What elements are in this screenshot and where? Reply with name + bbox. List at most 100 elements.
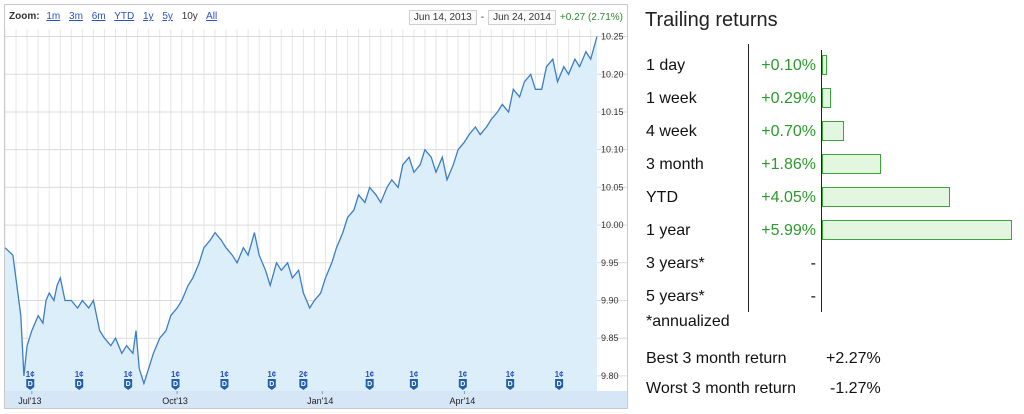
return-bar-ytd (822, 187, 951, 207)
y-tick-label: 9.80 (601, 371, 619, 381)
dividend-amount-label: 1¢ (220, 370, 229, 379)
zoom-all[interactable]: All (206, 11, 218, 22)
dividend-marker-label: D (411, 381, 416, 388)
return-label-1-week: 1 week (646, 90, 697, 107)
dividend-amount-label: 1¢ (124, 370, 133, 379)
return-bar-1-day (822, 55, 827, 75)
dividend-amount-label: 1¢ (506, 370, 515, 379)
dividend-amount-label: 2¢ (299, 370, 308, 379)
return-label-5-years: 5 years* (646, 288, 705, 305)
return-value-4-week: +0.70% (761, 123, 816, 140)
zoom-ytd[interactable]: YTD (114, 11, 135, 22)
dividend-marker (365, 379, 374, 390)
y-tick-label: 9.95 (601, 258, 619, 268)
dividend-marker-label: D (28, 381, 33, 388)
x-axis-band (5, 391, 627, 408)
x-tick-label: Apr'14 (450, 396, 476, 406)
zoom-10y[interactable]: 10y (181, 11, 198, 22)
dividend-marker (220, 379, 229, 390)
trailing-returns-title: Trailing returns (645, 9, 778, 31)
annualized-footnote: *annualized (646, 313, 730, 330)
price-chart-panel: 9.80 9.85 9.90 9.95 10.00 10.05 10.10 10.15 10.2… (4, 4, 628, 409)
price-chart: 9.80 9.85 9.90 9.95 10.00 10.05 10.10 10.15 10.2… (5, 29, 627, 408)
return-bar-1-week (822, 88, 832, 108)
dividend-amount-label: 1¢ (26, 370, 35, 379)
dividend-marker (124, 379, 133, 390)
return-label-3-month: 3 month (646, 156, 704, 173)
price-area (5, 36, 597, 391)
zoom-1y[interactable]: 1y (143, 11, 154, 22)
return-value-1-week: +0.29% (761, 90, 816, 107)
zoom-bar: Zoom: 1m 3m 6m YTD 1y 5y 10y All (9, 11, 223, 22)
return-bar-3-month (822, 154, 881, 174)
y-tick-label: 10.00 (601, 220, 624, 230)
dividend-marker-label: D (173, 381, 178, 388)
returns-divider-left (748, 44, 749, 312)
zoom-label: Zoom: (9, 11, 40, 22)
date-range-separator: - (480, 12, 485, 23)
dividend-amount-label: 1¢ (458, 370, 467, 379)
x-tick-label: Oct'13 (162, 396, 188, 406)
dividend-marker-label: D (460, 381, 465, 388)
dividend-marker-label: D (222, 381, 227, 388)
zoom-5y[interactable]: 5y (162, 11, 173, 22)
dividend-amount-label: 1¢ (75, 370, 84, 379)
y-tick-label: 10.20 (601, 69, 624, 79)
return-label-1-year: 1 year (646, 222, 691, 239)
return-value-1-day: +0.10% (761, 57, 816, 74)
y-tick-label: 9.85 (601, 333, 619, 343)
dividend-marker (506, 379, 515, 390)
y-tick-label: 10.05 (601, 182, 624, 192)
return-value-5-years: - (810, 288, 816, 305)
price-change: +0.27 (2.71%) (559, 12, 623, 23)
return-bar-4-week (822, 121, 845, 141)
y-tick-label: 10.10 (601, 145, 624, 155)
return-bar-1-year (822, 220, 1012, 240)
y-tick-label: 10.15 (601, 107, 624, 117)
dividend-marker-label: D (557, 381, 562, 388)
x-tick-label: Jan'14 (307, 396, 333, 406)
dividend-marker-label: D (126, 381, 131, 388)
y-tick-label: 9.90 (601, 296, 619, 306)
dividend-marker-label: D (77, 381, 82, 388)
dividend-marker-label: D (508, 381, 513, 388)
y-tick-label: 10.25 (601, 32, 624, 42)
dividend-marker (409, 379, 418, 390)
worst-3-month-value: -1.27% (830, 380, 881, 397)
dividend-marker (555, 379, 564, 390)
dividend-amount-label: 1¢ (267, 370, 276, 379)
dividend-marker (299, 379, 308, 390)
best-3-month-label: Best 3 month return (646, 350, 787, 367)
date-range: Jun 14, 2013- Jun 24, 2014 +0.27 (2.71%) (408, 10, 623, 25)
dividend-marker-label: D (269, 381, 274, 388)
dividend-amount-label: 1¢ (409, 370, 418, 379)
return-label-4-week: 4 week (646, 123, 697, 140)
returns-divider-right (821, 50, 822, 312)
dividend-marker (75, 379, 84, 390)
zoom-1m[interactable]: 1m (46, 11, 61, 22)
dividend-marker (171, 379, 180, 390)
dividend-marker-label: D (367, 381, 372, 388)
dividend-marker-label: D (301, 381, 306, 388)
dividend-amount-label: 1¢ (171, 370, 180, 379)
return-label-1-day: 1 day (646, 57, 686, 74)
dividend-marker (458, 379, 467, 390)
return-value-3-month: +1.86% (761, 156, 816, 173)
date-range-start[interactable]: Jun 14, 2013 (408, 10, 477, 25)
dividend-marker (267, 379, 276, 390)
date-range-end[interactable]: Jun 24, 2014 (488, 10, 556, 25)
dividend-amount-label: 1¢ (365, 370, 374, 379)
zoom-6m[interactable]: 6m (91, 11, 106, 22)
return-label-3-years: 3 years* (646, 255, 705, 272)
return-value-3-years: - (810, 255, 816, 272)
dividend-amount-label: 1¢ (555, 370, 564, 379)
return-value-ytd: +4.05% (761, 189, 816, 206)
return-value-1-year: +5.99% (761, 222, 816, 239)
return-label-ytd: YTD (646, 189, 678, 206)
x-tick-label: Jul'13 (18, 396, 41, 406)
dividend-marker (26, 379, 35, 390)
price-line (5, 36, 598, 386)
best-3-month-value: +2.27% (826, 350, 881, 367)
worst-3-month-label: Worst 3 month return (646, 380, 796, 397)
zoom-3m[interactable]: 3m (69, 11, 83, 22)
